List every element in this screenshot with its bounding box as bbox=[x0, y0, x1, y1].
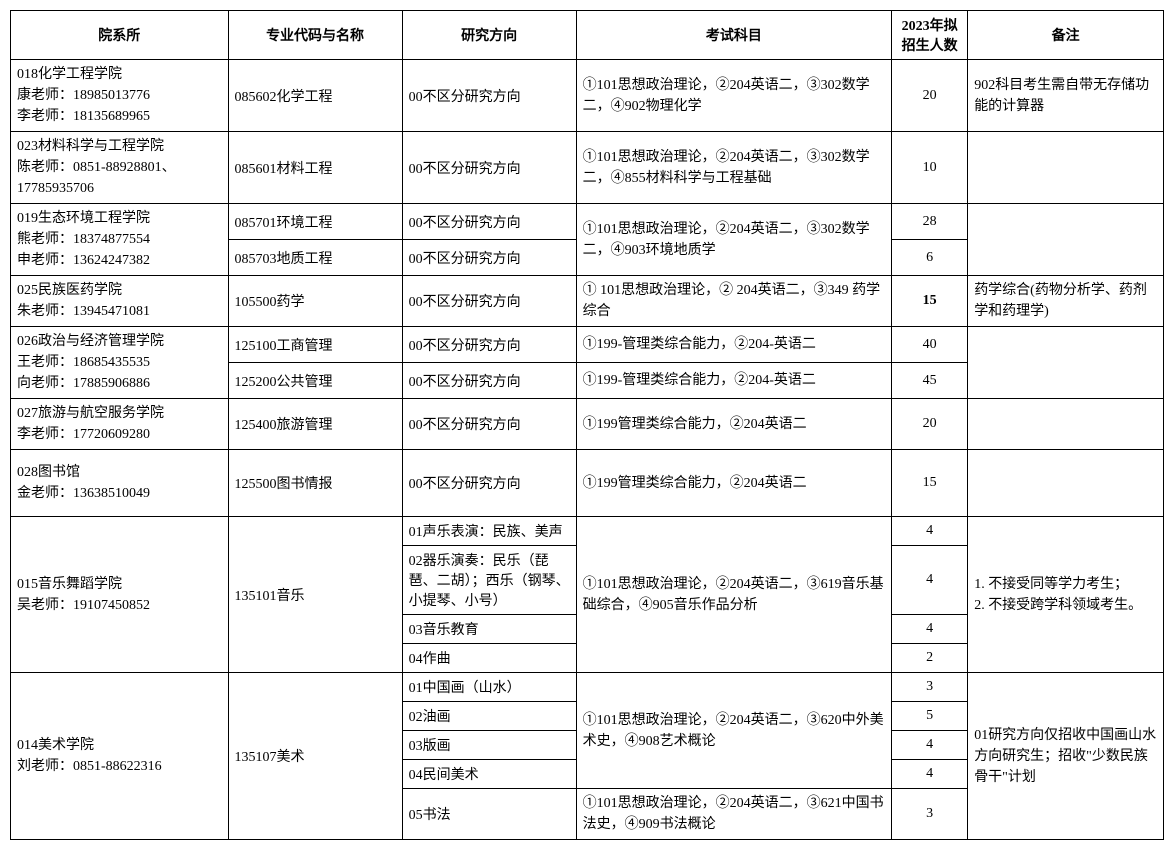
direction-cell: 04作曲 bbox=[402, 644, 576, 673]
direction-cell: 00不区分研究方向 bbox=[402, 132, 576, 204]
direction-cell: 00不区分研究方向 bbox=[402, 240, 576, 276]
major-cell: 125200公共管理 bbox=[228, 363, 402, 399]
table-row: 014美术学院刘老师：0851-88622316 135107美术 01中国画（… bbox=[11, 673, 1164, 702]
direction-cell: 01声乐表演：民族、美声 bbox=[402, 517, 576, 546]
exam-cell: ①101思想政治理论，②204英语二，③302数学二，④855材料科学与工程基础 bbox=[576, 132, 891, 204]
exam-cell: ①199-管理类综合能力，②204-英语二 bbox=[576, 327, 891, 363]
exam-cell: ①101思想政治理论，②204英语二，③621中国书法史，④909书法概论 bbox=[576, 789, 891, 840]
header-num: 2023年拟招生人数 bbox=[892, 11, 968, 60]
dept-cell: 018化学工程学院康老师：18985013776李老师：18135689965 bbox=[11, 60, 229, 132]
note-cell bbox=[968, 132, 1164, 204]
note-cell: 1. 不接受同等学力考生；2. 不接受跨学科领域考生。 bbox=[968, 517, 1164, 673]
dept-cell: 028图书馆金老师：13638510049 bbox=[11, 450, 229, 517]
note-cell bbox=[968, 450, 1164, 517]
header-direction: 研究方向 bbox=[402, 11, 576, 60]
header-row: 院系所 专业代码与名称 研究方向 考试科目 2023年拟招生人数 备注 bbox=[11, 11, 1164, 60]
num-cell: 4 bbox=[892, 615, 968, 644]
header-exam: 考试科目 bbox=[576, 11, 891, 60]
dept-cell: 025民族医药学院朱老师：13945471081 bbox=[11, 276, 229, 327]
major-cell: 125100工商管理 bbox=[228, 327, 402, 363]
admissions-table: 院系所 专业代码与名称 研究方向 考试科目 2023年拟招生人数 备注 018化… bbox=[10, 10, 1164, 840]
note-cell bbox=[968, 327, 1164, 399]
direction-cell: 01中国画（山水） bbox=[402, 673, 576, 702]
table-row: 015音乐舞蹈学院吴老师：19107450852 135101音乐 01声乐表演… bbox=[11, 517, 1164, 546]
major-cell: 135101音乐 bbox=[228, 517, 402, 673]
major-cell: 125500图书情报 bbox=[228, 450, 402, 517]
num-cell: 28 bbox=[892, 204, 968, 240]
table-row: 025民族医药学院朱老师：13945471081 105500药学 00不区分研… bbox=[11, 276, 1164, 327]
major-cell: 085601材料工程 bbox=[228, 132, 402, 204]
table-row: 028图书馆金老师：13638510049 125500图书情报 00不区分研究… bbox=[11, 450, 1164, 517]
direction-cell: 05书法 bbox=[402, 789, 576, 840]
table-row: 023材料科学与工程学院陈老师：0851-88928801、1778593570… bbox=[11, 132, 1164, 204]
dept-cell: 023材料科学与工程学院陈老师：0851-88928801、1778593570… bbox=[11, 132, 229, 204]
num-cell: 20 bbox=[892, 60, 968, 132]
exam-cell: ①199-管理类综合能力，②204-英语二 bbox=[576, 363, 891, 399]
major-cell: 085602化学工程 bbox=[228, 60, 402, 132]
table-row: 026政治与经济管理学院王老师：18685435535向老师：178859068… bbox=[11, 327, 1164, 363]
exam-cell: ①101思想政治理论，②204英语二，③619音乐基础综合，④905音乐作品分析 bbox=[576, 517, 891, 673]
major-cell: 125400旅游管理 bbox=[228, 399, 402, 450]
header-major: 专业代码与名称 bbox=[228, 11, 402, 60]
note-cell: 01研究方向仅招收中国画山水方向研究生；招收"少数民族骨干"计划 bbox=[968, 673, 1164, 840]
direction-cell: 00不区分研究方向 bbox=[402, 204, 576, 240]
exam-cell: ①101思想政治理论，②204英语二，③302数学二，④903环境地质学 bbox=[576, 204, 891, 276]
num-cell: 40 bbox=[892, 327, 968, 363]
direction-cell: 04民间美术 bbox=[402, 760, 576, 789]
exam-cell: ① 101思想政治理论，② 204英语二，③349 药学综合 bbox=[576, 276, 891, 327]
num-cell: 3 bbox=[892, 673, 968, 702]
direction-cell: 00不区分研究方向 bbox=[402, 327, 576, 363]
major-cell: 105500药学 bbox=[228, 276, 402, 327]
note-cell: 药学综合(药物分析学、药剂学和药理学) bbox=[968, 276, 1164, 327]
major-cell: 085701环境工程 bbox=[228, 204, 402, 240]
num-cell: 20 bbox=[892, 399, 968, 450]
dept-cell: 019生态环境工程学院熊老师：18374877554申老师：1362424738… bbox=[11, 204, 229, 276]
direction-cell: 00不区分研究方向 bbox=[402, 399, 576, 450]
exam-cell: ①101思想政治理论，②204英语二，③302数学二，④902物理化学 bbox=[576, 60, 891, 132]
major-cell: 085703地质工程 bbox=[228, 240, 402, 276]
direction-cell: 03版画 bbox=[402, 731, 576, 760]
dept-cell: 014美术学院刘老师：0851-88622316 bbox=[11, 673, 229, 840]
num-cell: 4 bbox=[892, 546, 968, 615]
table-row: 018化学工程学院康老师：18985013776李老师：18135689965 … bbox=[11, 60, 1164, 132]
direction-cell: 00不区分研究方向 bbox=[402, 450, 576, 517]
direction-cell: 02器乐演奏：民乐（琵琶、二胡）；西乐（钢琴、小提琴、小号） bbox=[402, 546, 576, 615]
exam-cell: ①199管理类综合能力，②204英语二 bbox=[576, 450, 891, 517]
num-cell: 5 bbox=[892, 702, 968, 731]
num-cell: 15 bbox=[892, 276, 968, 327]
num-cell: 10 bbox=[892, 132, 968, 204]
num-cell: 4 bbox=[892, 760, 968, 789]
major-cell: 135107美术 bbox=[228, 673, 402, 840]
num-cell: 45 bbox=[892, 363, 968, 399]
note-cell bbox=[968, 204, 1164, 276]
dept-cell: 015音乐舞蹈学院吴老师：19107450852 bbox=[11, 517, 229, 673]
num-cell: 2 bbox=[892, 644, 968, 673]
exam-cell: ①101思想政治理论，②204英语二，③620中外美术史，④908艺术概论 bbox=[576, 673, 891, 789]
table-row: 019生态环境工程学院熊老师：18374877554申老师：1362424738… bbox=[11, 204, 1164, 240]
header-dept: 院系所 bbox=[11, 11, 229, 60]
direction-cell: 00不区分研究方向 bbox=[402, 363, 576, 399]
note-cell: 902科目考生需自带无存储功能的计算器 bbox=[968, 60, 1164, 132]
num-cell: 4 bbox=[892, 731, 968, 760]
num-cell: 3 bbox=[892, 789, 968, 840]
table-row: 027旅游与航空服务学院李老师：17720609280 125400旅游管理 0… bbox=[11, 399, 1164, 450]
num-cell: 15 bbox=[892, 450, 968, 517]
num-cell: 4 bbox=[892, 517, 968, 546]
direction-cell: 00不区分研究方向 bbox=[402, 60, 576, 132]
exam-cell: ①199管理类综合能力，②204英语二 bbox=[576, 399, 891, 450]
dept-cell: 026政治与经济管理学院王老师：18685435535向老师：178859068… bbox=[11, 327, 229, 399]
direction-cell: 02油画 bbox=[402, 702, 576, 731]
note-cell bbox=[968, 399, 1164, 450]
direction-cell: 03音乐教育 bbox=[402, 615, 576, 644]
num-cell: 6 bbox=[892, 240, 968, 276]
direction-cell: 00不区分研究方向 bbox=[402, 276, 576, 327]
header-note: 备注 bbox=[968, 11, 1164, 60]
dept-cell: 027旅游与航空服务学院李老师：17720609280 bbox=[11, 399, 229, 450]
